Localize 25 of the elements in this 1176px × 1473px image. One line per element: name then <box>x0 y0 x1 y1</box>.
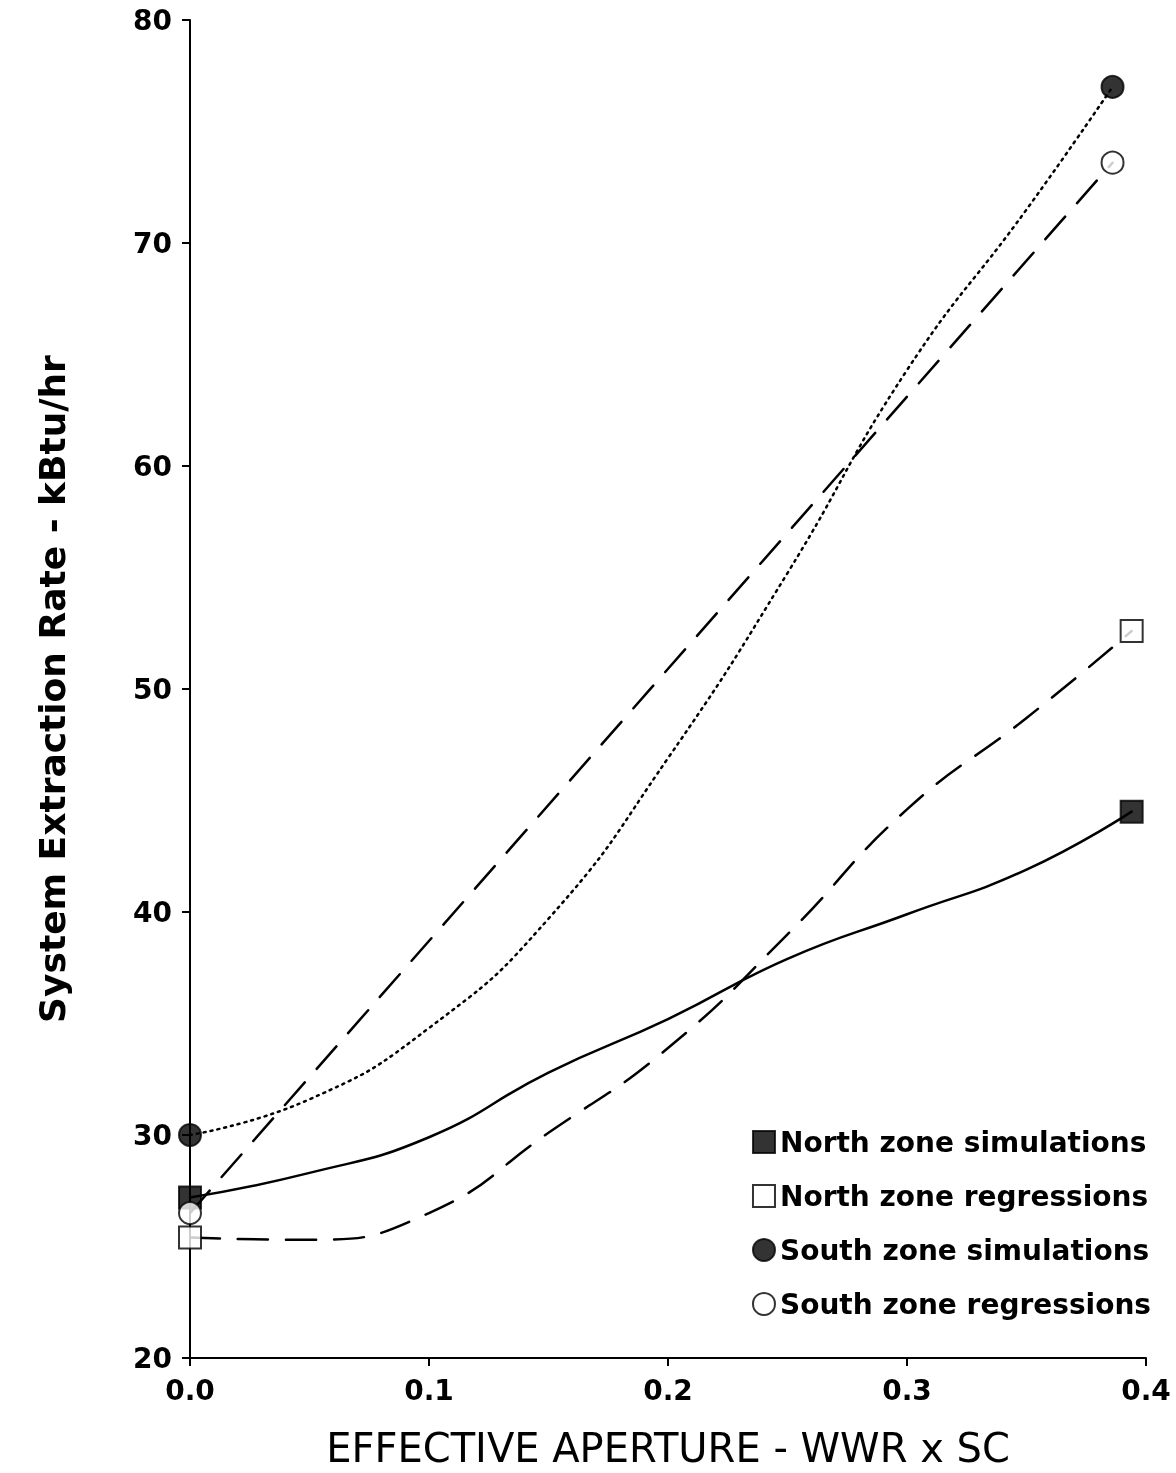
x-tick-label: 0.0 <box>165 1373 215 1407</box>
point <box>1100 150 1125 175</box>
x-tick-label: 0.2 <box>643 1373 693 1407</box>
x-tick-label: 0.1 <box>404 1373 454 1407</box>
y-axis-title: System Extraction Rate - kBtu/hr <box>31 354 73 1023</box>
legend-label: North zone regressions <box>779 1179 1149 1213</box>
y-tick-label: 30 <box>133 1118 172 1152</box>
point <box>1119 799 1144 824</box>
point <box>1119 619 1144 644</box>
point <box>178 1123 202 1147</box>
y-tick-label: 70 <box>133 226 172 260</box>
x-axis-title: EFFECTIVE APERTURE - WWR x SC <box>326 1425 1010 1471</box>
y-tick-label: 40 <box>133 895 172 929</box>
point <box>1100 74 1125 99</box>
y-tick-label: 80 <box>133 3 172 37</box>
y-tick-label: 60 <box>133 449 172 483</box>
legend-label: North zone simulations <box>779 1125 1147 1159</box>
y-tick-label: 50 <box>133 672 172 706</box>
point <box>178 1225 202 1250</box>
point <box>178 1201 202 1226</box>
legend-label: South zone regressions <box>779 1287 1151 1321</box>
legend-label: South zone simulations <box>779 1233 1150 1267</box>
y-tick-label: 20 <box>133 1341 172 1375</box>
x-tick-label: 0.3 <box>882 1373 932 1407</box>
x-tick-label: 0.4 <box>1121 1373 1171 1407</box>
